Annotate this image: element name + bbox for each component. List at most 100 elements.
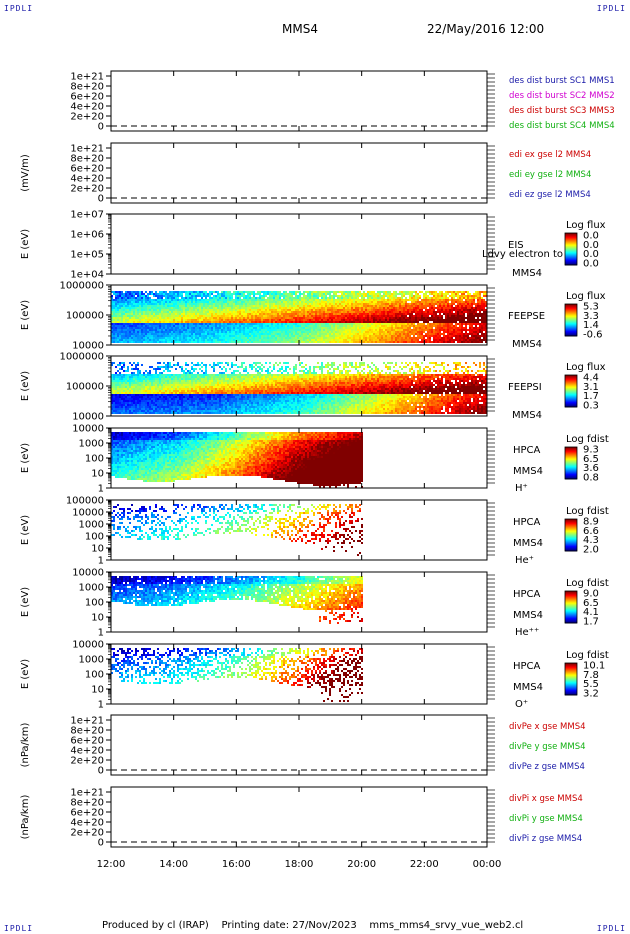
panel-8-ytick-label: 10000 bbox=[72, 568, 104, 579]
panel-8-spectrogram bbox=[111, 576, 363, 624]
footer-script-name: mms_mms4_srvy_vue_web2.cl bbox=[369, 920, 524, 931]
panel-6-colorbar-tick-label: 3.6 bbox=[583, 463, 599, 474]
panel-3-colorbar-tick-label: 0.0 bbox=[583, 259, 599, 270]
panel-5-ytick-label: 100000 bbox=[66, 382, 104, 393]
panel-7-ytick-label: 100 bbox=[85, 532, 104, 543]
panel-1-frame bbox=[110, 70, 488, 132]
xtick-label: 22:00 bbox=[410, 859, 439, 870]
panel-5-colorbar-tick-label: 0.3 bbox=[583, 401, 599, 412]
panel-10-ytick-label: 4e+20 bbox=[70, 746, 104, 757]
panel-8-ytick-label: 1 bbox=[98, 628, 104, 639]
panel-6-ytick-label: 1 bbox=[98, 484, 104, 495]
panel-4-instrument-label: FEEPSE bbox=[508, 311, 545, 322]
panel-10-frame bbox=[110, 714, 488, 776]
panel-8-instrument-label: HPCA bbox=[513, 589, 541, 600]
panel-8-colorbar-tick-label: 4.1 bbox=[583, 607, 599, 618]
panel-2-ytick-label: 1e+21 bbox=[70, 144, 104, 155]
panel-1-ytick-label: 8e+20 bbox=[70, 82, 104, 93]
panel-6-colorbar bbox=[564, 446, 578, 480]
panel-2-legend-entry: edi ex gse l2 MMS4 bbox=[509, 150, 591, 160]
panel-7-colorbar-tick-label: 2.0 bbox=[583, 545, 599, 556]
footer-produced-by: Produced by cl (IRAP) bbox=[102, 920, 209, 931]
panel-6-spectrogram bbox=[111, 432, 363, 488]
panel-6-colorbar-tick-label: 6.5 bbox=[583, 454, 599, 465]
panel-4-colorbar-tick-label: -0.6 bbox=[583, 330, 603, 341]
panel-7-ytick-label: 1 bbox=[98, 556, 104, 567]
xtick-label: 18:00 bbox=[285, 859, 314, 870]
panel-9-instrument-label: HPCA bbox=[513, 661, 541, 672]
panel-4-spectrogram bbox=[111, 291, 487, 343]
panel-11-frame bbox=[110, 786, 488, 848]
panel-2-ytick-label: 8e+20 bbox=[70, 154, 104, 165]
panel-8-colorbar-tick-label: 1.7 bbox=[583, 617, 599, 628]
panel-5-ytick-label: 1000000 bbox=[59, 352, 104, 363]
panel-7-colorbar-title: Log fdist bbox=[566, 506, 609, 517]
panel-6-colorbar-tick-label: 0.8 bbox=[583, 473, 599, 484]
corner-label-bottom-right: IPDLI bbox=[596, 924, 626, 933]
panel-6-colorbar-title: Log fdist bbox=[566, 434, 609, 445]
panel-5-spacecraft-label: MMS4 bbox=[512, 410, 542, 421]
panel-7-colorbar bbox=[564, 518, 578, 552]
panel-8-species-label: He⁺⁺ bbox=[515, 627, 539, 638]
panel-2-legend-entry: edi ez gse l2 MMS4 bbox=[509, 190, 591, 200]
panel-9-colorbar-tick-label: 3.2 bbox=[583, 689, 599, 700]
panel-2-legend-entry: edi ey gse l2 MMS4 bbox=[509, 170, 591, 180]
panel-3-colorbar-tick-label: 0.0 bbox=[583, 231, 599, 242]
panel-7-ytick-label: 1000 bbox=[79, 520, 104, 531]
panel-4-ytick-label: 100000 bbox=[66, 311, 104, 322]
panel-8-ylabel: E (eV) bbox=[20, 587, 31, 617]
panel-9-spectrogram bbox=[111, 648, 363, 702]
panel-11-legend-entry: divPi z gse MMS4 bbox=[509, 834, 582, 844]
panel-4-ytick-label: 1000000 bbox=[59, 281, 104, 292]
panel-10-legend-entry: divPe y gse MMS4 bbox=[509, 742, 586, 752]
panel-10-ytick-label: 8e+20 bbox=[70, 726, 104, 737]
panel-8-ytick-label: 10 bbox=[91, 613, 104, 624]
panel-9-colorbar-tick-label: 10.1 bbox=[583, 661, 605, 672]
panel-8-colorbar-title: Log fdist bbox=[566, 578, 609, 589]
xtick-label: 00:00 bbox=[473, 859, 502, 870]
panel-11-ytick-label: 6e+20 bbox=[70, 808, 104, 819]
panel-10-ytick-label: 6e+20 bbox=[70, 736, 104, 747]
panel-7-colorbar-tick-label: 4.3 bbox=[583, 535, 599, 546]
panel-4-colorbar bbox=[564, 303, 578, 337]
panel-9-spacecraft-label: MMS4 bbox=[513, 682, 543, 693]
panel-8-colorbar-tick-label: 9.0 bbox=[583, 589, 599, 600]
panel-6-spacecraft-label: MMS4 bbox=[513, 466, 543, 477]
panel-8-spacecraft-label: MMS4 bbox=[513, 610, 543, 621]
panel-2-frame bbox=[110, 142, 488, 204]
panel-3-overlay-text: Ldvy electron to bbox=[482, 249, 563, 260]
panel-11-ytick-label: 8e+20 bbox=[70, 798, 104, 809]
panel-7-colorbar-tick-label: 6.6 bbox=[583, 526, 599, 537]
panel-8-ytick-label: 1000 bbox=[79, 583, 104, 594]
panel-5-colorbar-title: Log flux bbox=[566, 362, 606, 373]
corner-label-top-left: IPDLI bbox=[4, 4, 34, 13]
panel-5-colorbar-tick-label: 4.4 bbox=[583, 373, 599, 384]
panel-5-colorbar bbox=[564, 374, 578, 408]
panel-11-legend-entry: divPi x gse MMS4 bbox=[509, 794, 583, 804]
panel-4-ylabel: E (eV) bbox=[20, 300, 31, 330]
panel-3-frame bbox=[110, 213, 488, 275]
panel-3-colorbar-title: Log flux bbox=[566, 220, 606, 231]
panel-11-ytick-label: 2e+20 bbox=[70, 828, 104, 839]
panel-3-colorbar-tick-label: 0.0 bbox=[583, 240, 599, 251]
xtick-label: 16:00 bbox=[222, 859, 251, 870]
panel-4-colorbar-tick-label: 5.3 bbox=[583, 302, 599, 313]
panel-1-legend-entry: des dist burst SC4 MMS4 bbox=[509, 121, 615, 131]
panel-2-ytick-label: 6e+20 bbox=[70, 164, 104, 175]
xtick-label: 12:00 bbox=[97, 859, 126, 870]
panel-9-colorbar-tick-label: 5.5 bbox=[583, 679, 599, 690]
panel-9-ytick-label: 10 bbox=[91, 685, 104, 696]
panel-8-colorbar bbox=[564, 590, 578, 624]
panel-5-ylabel: E (eV) bbox=[20, 371, 31, 401]
panel-3-instrument-label: EIS bbox=[508, 240, 524, 251]
spacecraft-title: MMS4 bbox=[282, 22, 318, 36]
corner-label-bottom-left: IPDLI bbox=[4, 924, 34, 933]
panel-3-ylabel: E (eV) bbox=[20, 229, 31, 259]
panel-11-ytick-label: 1e+21 bbox=[70, 788, 104, 799]
panel-9-ytick-label: 1000 bbox=[79, 655, 104, 666]
panel-11-ylabel: (nPa/km) bbox=[20, 795, 31, 840]
panel-10-legend-entry: divPe x gse MMS4 bbox=[509, 722, 586, 732]
panel-7-instrument-label: HPCA bbox=[513, 517, 541, 528]
panel-6-instrument-label: HPCA bbox=[513, 445, 541, 456]
panel-9-species-label: O⁺ bbox=[515, 699, 528, 710]
